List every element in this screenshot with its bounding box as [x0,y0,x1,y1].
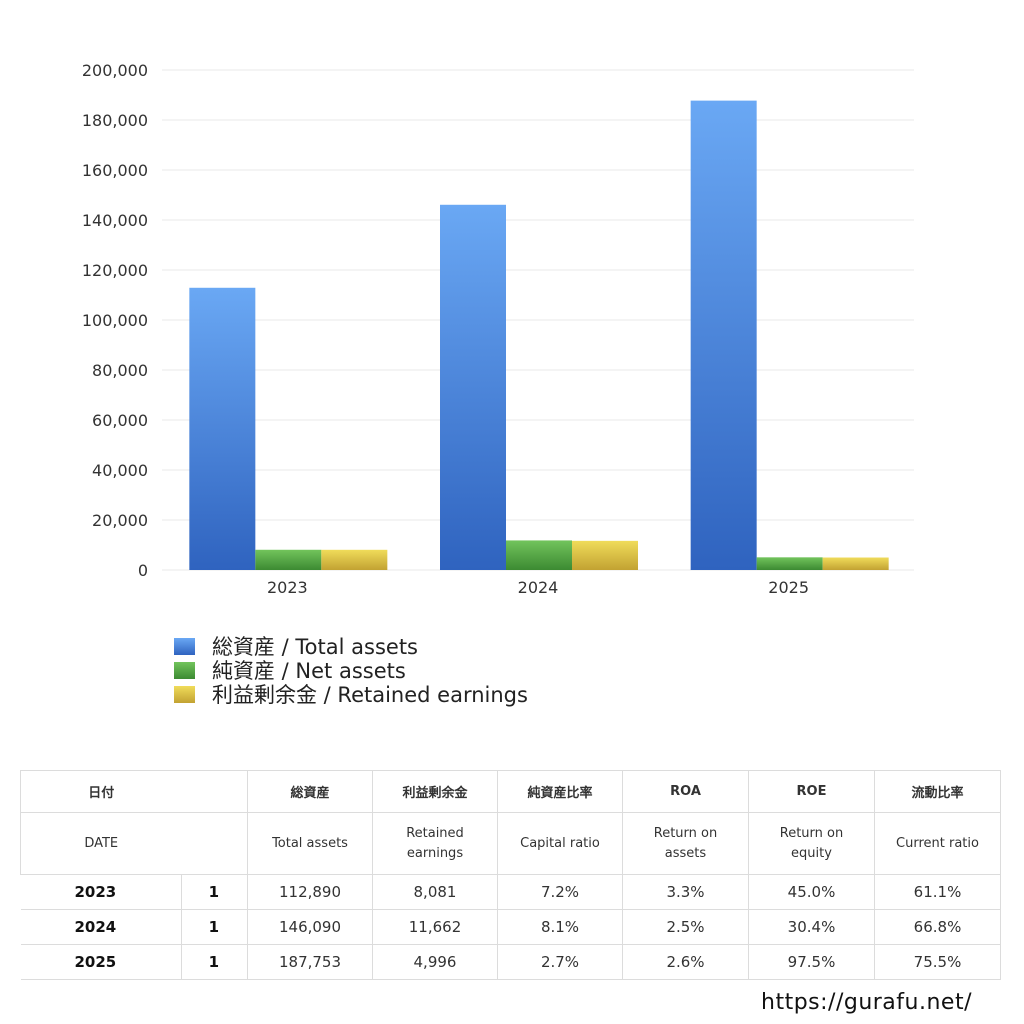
header-capital-ratio-en: Capital ratio [497,812,623,875]
row-total-assets: 112,890 [247,874,373,910]
row-year: 2023 [20,874,182,910]
legend: 総資産 / Total assets 純資産 / Net assets 利益剰余… [174,634,528,707]
y-tick-label: 20,000 [92,511,148,530]
y-tick-label: 80,000 [92,361,148,380]
bars [189,100,889,571]
header-roe-en: Return on equity [748,812,875,875]
legend-swatch-total-assets [174,637,195,655]
y-tick-label: 140,000 [82,211,148,230]
table-row: 2024 1 146,090 11,662 8.1% 2.5% 30.4% 66… [20,909,1001,945]
table-row: 2023 1 112,890 8,081 7.2% 3.3% 45.0% 61.… [20,874,1001,910]
y-tick-label: 0 [138,561,148,580]
y-tick-label: 200,000 [82,61,148,80]
row-current-ratio: 61.1% [874,874,1001,910]
legend-item-total-assets: 総資産 / Total assets [174,634,528,659]
row-roe: 30.4% [748,909,875,945]
row-total-assets: 187,753 [247,944,373,980]
bar-retained-earnings-2024 [572,540,638,570]
y-tick-label: 40,000 [92,461,148,480]
bar-total-assets-2023 [189,287,256,570]
y-tick-label: 160,000 [82,161,148,180]
row-roa: 3.3% [622,874,749,910]
row-unit: 1 [181,909,248,945]
header-roa-jp: ROA [622,770,749,813]
bar-net-assets-2023 [255,549,322,570]
bar-total-assets-2025 [690,100,757,571]
bar-chart: 0 20,000 40,000 60,000 80,000 100,000 120,000 1… [82,61,914,597]
table-header-jp: 日付 総資産 利益剰余金 純資産比率 ROA ROE 流動比率 [20,770,1001,813]
legend-label-retained-earnings: 利益剰余金 / Retained earnings [212,683,528,707]
row-current-ratio: 75.5% [874,944,1001,980]
row-unit: 1 [181,874,248,910]
x-tick-label: 2023 [267,578,308,597]
x-tick-label: 2025 [768,578,809,597]
header-roe-jp: ROE [748,770,875,813]
table-header-en: DATE Total assets Retained earnings Capi… [20,812,1001,875]
row-current-ratio: 66.8% [874,909,1001,945]
row-roe: 97.5% [748,944,875,980]
bar-retained-earnings-2025 [822,557,889,570]
header-unit-blank-en [181,812,248,875]
header-retained-en-text: Retained earnings [406,825,464,861]
row-retained: 11,662 [372,909,498,945]
y-tick-label: 100,000 [82,311,148,330]
header-total-assets-jp: 総資産 [247,770,373,813]
table-row: 2025 1 187,753 4,996 2.7% 2.6% 97.5% 75.… [20,944,1001,980]
grid-lines [162,69,914,571]
row-roa: 2.5% [622,909,749,945]
legend-item-retained-earnings: 利益剰余金 / Retained earnings [174,682,528,707]
row-retained: 4,996 [372,944,498,980]
header-current-ratio-jp: 流動比率 [874,770,1001,813]
header-date-jp: 日付 [20,770,182,813]
row-unit: 1 [181,944,248,980]
y-axis-ticks: 0 20,000 40,000 60,000 80,000 100,000 120,000 1… [82,61,148,580]
header-roa-en: Return on assets [622,812,749,875]
bar-net-assets-2025 [756,557,823,570]
legend-label-net-assets: 純資産 / Net assets [212,659,406,683]
row-total-assets: 146,090 [247,909,373,945]
header-roe-en-text: Return on equity [779,825,844,861]
header-date-en: DATE [20,812,182,875]
y-tick-label: 180,000 [82,111,148,130]
legend-label-total-assets: 総資産 / Total assets [212,635,418,659]
bar-net-assets-2024 [506,540,572,570]
bar-total-assets-2024 [440,204,506,570]
legend-item-net-assets: 純資産 / Net assets [174,658,528,683]
header-capital-ratio-jp: 純資産比率 [497,770,623,813]
row-capital-ratio: 7.2% [497,874,623,910]
row-year: 2024 [20,909,182,945]
x-axis-ticks: 2023 2024 2025 [267,578,809,597]
header-unit-blank [181,770,248,813]
row-capital-ratio: 2.7% [497,944,623,980]
header-total-assets-en: Total assets [247,812,373,875]
header-retained-en: Retained earnings [372,812,498,875]
bar-retained-earnings-2023 [321,549,388,570]
site-url: https://gurafu.net/ [761,990,972,1015]
header-retained-jp: 利益剰余金 [372,770,498,813]
legend-swatch-net-assets [174,661,195,679]
legend-swatch-retained-earnings [174,685,195,703]
header-roa-en-text: Return on assets [653,825,718,861]
row-year: 2025 [20,944,182,980]
y-tick-label: 120,000 [82,261,148,280]
header-current-ratio-en: Current ratio [874,812,1001,875]
x-tick-label: 2024 [518,578,559,597]
row-retained: 8,081 [372,874,498,910]
y-tick-label: 60,000 [92,411,148,430]
row-roa: 2.6% [622,944,749,980]
row-capital-ratio: 8.1% [497,909,623,945]
financial-table: 日付 総資産 利益剰余金 純資産比率 ROA ROE 流動比率 DATE Tot… [20,770,1001,980]
row-roe: 45.0% [748,874,875,910]
